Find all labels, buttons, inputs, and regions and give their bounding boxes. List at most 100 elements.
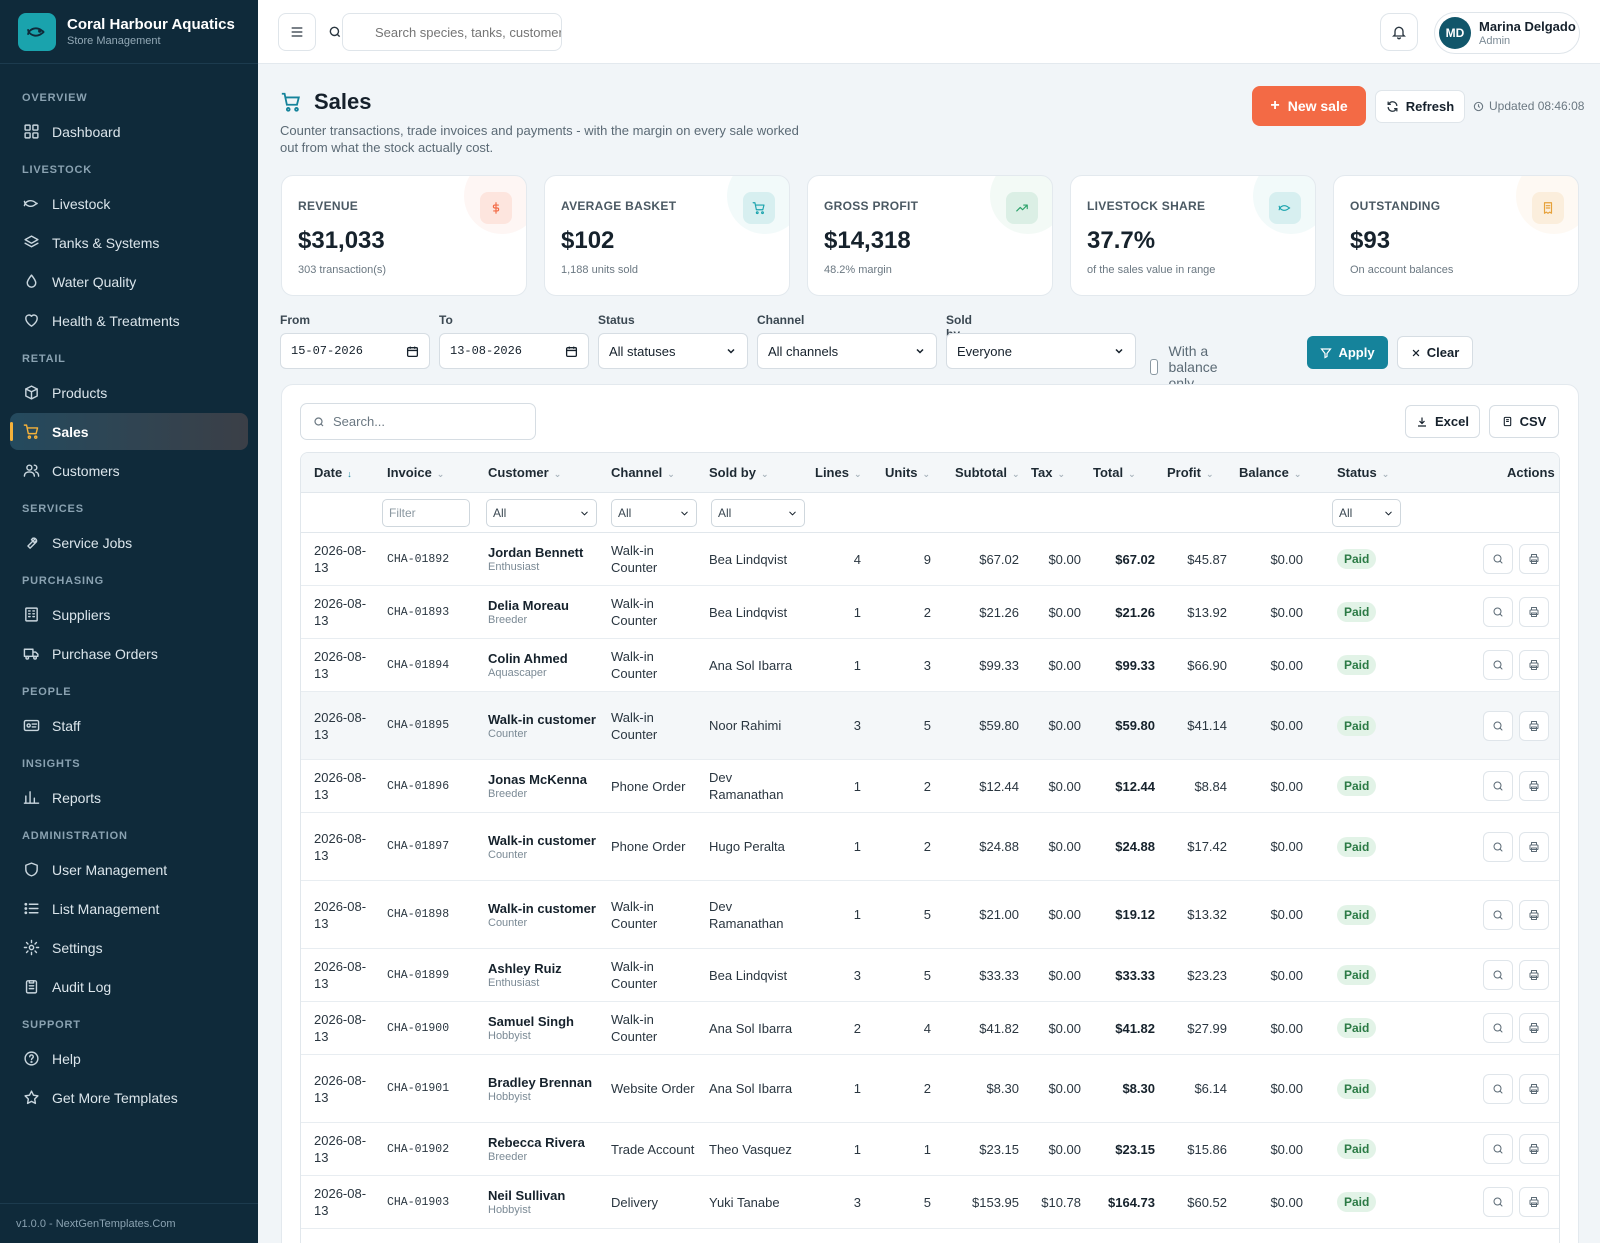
table-row[interactable]: 2026-08-13 CHA-01892 Jordan Bennett Enthusi… bbox=[301, 533, 1559, 586]
column-header-subtotal[interactable]: Subtotal ⌄ bbox=[955, 453, 1020, 493]
column-header-sold-by[interactable]: Sold by ⌄ bbox=[709, 453, 769, 493]
invoice-number[interactable]: CHA-01897 bbox=[387, 840, 450, 853]
sidebar-item-suppliers[interactable]: Suppliers bbox=[10, 596, 248, 633]
invoice-number[interactable]: CHA-01895 bbox=[387, 719, 450, 732]
channel-filter-select[interactable]: All bbox=[611, 499, 697, 527]
sort-icon[interactable]: ⌄ bbox=[1128, 469, 1136, 479]
print-receipt-button[interactable] bbox=[1519, 831, 1549, 862]
sort-icon[interactable]: ⌄ bbox=[922, 469, 931, 479]
table-row[interactable]: 2026-08-13 CHA-01895 Walk-in customer Count… bbox=[301, 692, 1559, 760]
to-date-input[interactable]: 13-08-2026 bbox=[439, 333, 589, 369]
menu-toggle-button[interactable] bbox=[278, 13, 316, 51]
table-row[interactable]: 2026-08-13 CHA-01900 Samuel Singh Hobbyist W… bbox=[301, 1002, 1559, 1055]
refresh-button[interactable]: Refresh bbox=[1375, 90, 1465, 123]
view-sale-button[interactable] bbox=[1483, 831, 1513, 862]
sort-icon[interactable]: ⌄ bbox=[553, 469, 562, 479]
invoice-number[interactable]: CHA-01893 bbox=[387, 605, 450, 619]
column-header-profit[interactable]: Profit ⌄ bbox=[1167, 453, 1214, 493]
table-row[interactable]: Walk-in bbox=[301, 1229, 1559, 1243]
sidebar-item-help[interactable]: Help bbox=[10, 1040, 248, 1077]
column-header-balance[interactable]: Balance ⌄ bbox=[1239, 453, 1301, 493]
notifications-button[interactable] bbox=[1380, 13, 1418, 51]
print-receipt-button[interactable] bbox=[1519, 710, 1549, 741]
sidebar-item-user-management[interactable]: User Management bbox=[10, 851, 248, 888]
invoice-number[interactable]: CHA-01896 bbox=[387, 779, 450, 793]
column-header-customer[interactable]: Customer ⌄ bbox=[488, 453, 561, 493]
clear-filters-button[interactable]: Clear bbox=[1397, 336, 1473, 369]
column-header-invoice[interactable]: Invoice ⌄ bbox=[387, 453, 444, 493]
sidebar-item-list-management[interactable]: List Management bbox=[10, 890, 248, 927]
table-row[interactable]: 2026-08-13 CHA-01894 Colin Ahmed Aquascaper… bbox=[301, 639, 1559, 692]
global-search-input[interactable] bbox=[342, 13, 562, 51]
view-sale-button[interactable] bbox=[1483, 710, 1513, 741]
sidebar-item-get-more-templates[interactable]: Get More Templates bbox=[10, 1079, 248, 1116]
invoice-number[interactable]: CHA-01902 bbox=[387, 1142, 450, 1156]
sidebar-item-audit-log[interactable]: Audit Log bbox=[10, 968, 248, 1005]
table-row[interactable]: 2026-08-13 CHA-01893 Delia Moreau Breeder Wa… bbox=[301, 586, 1559, 639]
sort-icon[interactable]: ⌄ bbox=[1381, 469, 1390, 479]
customer-filter-select[interactable]: All bbox=[486, 499, 597, 527]
sidebar-item-dashboard[interactable]: Dashboard bbox=[10, 113, 248, 150]
view-sale-button[interactable] bbox=[1483, 650, 1513, 680]
table-row[interactable]: 2026-08-13 CHA-01896 Jonas McKenna Breeder P… bbox=[301, 760, 1559, 813]
table-row[interactable]: 2026-08-13 CHA-01901 Bradley Brennan Hobbyi… bbox=[301, 1055, 1559, 1123]
view-sale-button[interactable] bbox=[1483, 1073, 1513, 1104]
view-sale-button[interactable] bbox=[1483, 899, 1513, 930]
invoice-number[interactable]: CHA-01892 bbox=[387, 552, 450, 566]
view-sale-button[interactable] bbox=[1483, 1013, 1513, 1043]
view-sale-button[interactable] bbox=[1483, 771, 1513, 801]
sidebar-item-reports[interactable]: Reports bbox=[10, 779, 248, 816]
print-receipt-button[interactable] bbox=[1519, 1013, 1549, 1043]
table-row[interactable]: 2026-08-13 CHA-01897 Walk-in customer Count… bbox=[301, 813, 1559, 881]
sidebar-item-customers[interactable]: Customers bbox=[10, 452, 248, 489]
export-excel-button[interactable]: Excel bbox=[1405, 405, 1480, 438]
view-sale-button[interactable] bbox=[1483, 597, 1513, 627]
column-header-channel[interactable]: Channel ⌄ bbox=[611, 453, 675, 493]
sort-icon[interactable]: ⌄ bbox=[853, 469, 862, 479]
soldby-filter-select[interactable]: All bbox=[711, 499, 805, 527]
print-receipt-button[interactable] bbox=[1519, 960, 1549, 990]
channel-select[interactable]: All channels bbox=[757, 333, 937, 369]
export-csv-button[interactable]: CSV bbox=[1489, 405, 1559, 438]
status-select[interactable]: All statuses bbox=[598, 333, 748, 369]
sort-icon[interactable]: ⌄ bbox=[1293, 469, 1302, 479]
invoice-number[interactable]: CHA-01898 bbox=[387, 908, 450, 921]
print-receipt-button[interactable] bbox=[1519, 771, 1549, 801]
table-row[interactable]: 2026-08-13 CHA-01899 Ashley Ruiz Enthusiast… bbox=[301, 949, 1559, 1002]
sidebar-item-service-jobs[interactable]: Service Jobs bbox=[10, 524, 248, 561]
invoice-number[interactable]: CHA-01901 bbox=[387, 1082, 450, 1095]
sidebar-item-health-treatments[interactable]: Health & Treatments bbox=[10, 302, 248, 339]
view-sale-button[interactable] bbox=[1483, 1187, 1513, 1217]
sort-desc-icon[interactable]: ↓ bbox=[347, 469, 352, 479]
table-row[interactable]: 2026-08-13 CHA-01898 Walk-in customer Count… bbox=[301, 881, 1559, 949]
sort-icon[interactable]: ⌄ bbox=[1012, 469, 1020, 479]
column-header-tax[interactable]: Tax ⌄ bbox=[1031, 453, 1065, 493]
column-header-date[interactable]: Date ↓ bbox=[314, 453, 352, 493]
sidebar-item-purchase-orders[interactable]: Purchase Orders bbox=[10, 635, 248, 672]
brand[interactable]: Coral Harbour Aquatics Store Management bbox=[0, 0, 258, 64]
new-sale-button[interactable]: + New sale bbox=[1252, 86, 1366, 126]
print-receipt-button[interactable] bbox=[1519, 544, 1549, 574]
sidebar-item-sales[interactable]: Sales bbox=[10, 413, 248, 450]
sort-icon[interactable]: ⌄ bbox=[436, 469, 445, 479]
user-menu[interactable]: MD Marina Delgado Admin bbox=[1434, 12, 1580, 54]
print-receipt-button[interactable] bbox=[1519, 650, 1549, 680]
apply-filters-button[interactable]: Apply bbox=[1307, 336, 1388, 369]
invoice-number[interactable]: CHA-01900 bbox=[387, 1021, 450, 1035]
column-header-lines[interactable]: Lines ⌄ bbox=[815, 453, 862, 493]
sidebar-item-staff[interactable]: Staff bbox=[10, 707, 248, 744]
sort-icon[interactable]: ⌄ bbox=[667, 469, 675, 479]
print-receipt-button[interactable] bbox=[1519, 1134, 1549, 1164]
column-header-total[interactable]: Total ⌄ bbox=[1093, 453, 1136, 493]
invoice-number[interactable]: CHA-01894 bbox=[387, 658, 450, 672]
sort-icon[interactable]: ⌄ bbox=[760, 469, 769, 479]
sidebar-item-tanks-systems[interactable]: Tanks & Systems bbox=[10, 224, 248, 261]
invoice-filter-input[interactable]: Filter bbox=[382, 499, 470, 527]
print-receipt-button[interactable] bbox=[1519, 899, 1549, 930]
print-receipt-button[interactable] bbox=[1519, 1073, 1549, 1104]
sidebar-item-settings[interactable]: Settings bbox=[10, 929, 248, 966]
view-sale-button[interactable] bbox=[1483, 544, 1513, 574]
invoice-number[interactable]: CHA-01899 bbox=[387, 968, 450, 982]
print-receipt-button[interactable] bbox=[1519, 1187, 1549, 1217]
print-receipt-button[interactable] bbox=[1519, 597, 1549, 627]
